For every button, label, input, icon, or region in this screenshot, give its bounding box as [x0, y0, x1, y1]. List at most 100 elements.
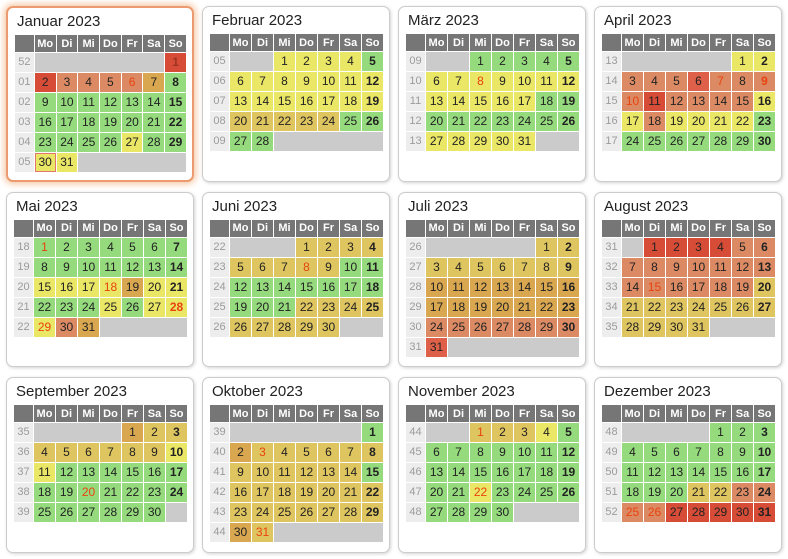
day-cell[interactable]: 3 — [514, 423, 535, 443]
day-cell[interactable]: 1 — [296, 237, 317, 257]
day-cell[interactable]: 19 — [362, 92, 383, 111]
day-cell[interactable]: 30 — [144, 503, 165, 523]
day-cell[interactable]: 7 — [514, 257, 535, 277]
day-cell[interactable]: 13 — [318, 463, 339, 483]
day-cell[interactable]: 15 — [362, 463, 383, 483]
day-cell[interactable]: 26 — [56, 503, 77, 523]
day-cell-holiday[interactable]: 26 — [644, 503, 665, 523]
day-cell[interactable]: 10 — [340, 257, 361, 277]
day-cell[interactable]: 28 — [688, 503, 709, 523]
day-cell[interactable]: 1 — [644, 237, 665, 257]
day-cell[interactable]: 24 — [166, 483, 187, 503]
day-cell[interactable]: 19 — [644, 483, 665, 503]
day-cell[interactable]: 2 — [754, 52, 775, 71]
day-cell-holiday[interactable]: 29 — [34, 317, 55, 337]
day-cell[interactable]: 1 — [710, 423, 731, 443]
day-cell[interactable]: 21 — [688, 483, 709, 503]
day-cell[interactable]: 26 — [470, 317, 491, 337]
day-cell[interactable]: 2 — [492, 52, 513, 71]
day-cell[interactable]: 6 — [492, 257, 513, 277]
day-cell[interactable]: 26 — [362, 112, 383, 131]
day-cell[interactable]: 25 — [710, 297, 731, 317]
day-cell[interactable]: 20 — [426, 112, 447, 131]
day-cell-today[interactable]: 30 — [34, 153, 56, 172]
day-cell[interactable]: 5 — [644, 443, 665, 463]
day-cell[interactable]: 18 — [448, 297, 469, 317]
day-cell[interactable]: 22 — [710, 483, 731, 503]
day-cell[interactable]: 12 — [558, 443, 579, 463]
day-cell[interactable]: 24 — [252, 503, 273, 523]
day-cell[interactable]: 5 — [558, 423, 579, 443]
day-cell[interactable]: 16 — [492, 92, 513, 111]
day-cell-holiday[interactable]: 31 — [252, 523, 273, 543]
day-cell[interactable]: 10 — [252, 463, 273, 483]
day-cell[interactable]: 17 — [514, 463, 535, 483]
day-cell[interactable]: 30 — [492, 132, 513, 151]
day-cell[interactable]: 11 — [710, 257, 731, 277]
day-cell[interactable]: 20 — [230, 112, 251, 131]
day-cell[interactable]: 3 — [622, 72, 643, 91]
day-cell[interactable]: 28 — [514, 317, 535, 337]
day-cell[interactable]: 25 — [536, 483, 557, 503]
day-cell[interactable]: 29 — [536, 317, 557, 337]
day-cell[interactable]: 22 — [536, 297, 557, 317]
day-cell[interactable]: 7 — [100, 443, 121, 463]
day-cell[interactable]: 27 — [78, 503, 99, 523]
day-cell[interactable]: 30 — [230, 523, 251, 543]
day-cell[interactable]: 11 — [448, 277, 469, 297]
day-cell[interactable]: 8 — [362, 443, 383, 463]
day-cell[interactable]: 8 — [165, 73, 186, 92]
day-cell[interactable]: 9 — [666, 257, 687, 277]
day-cell[interactable]: 1 — [536, 237, 557, 257]
day-cell[interactable]: 19 — [296, 483, 317, 503]
day-cell[interactable]: 13 — [754, 257, 775, 277]
day-cell[interactable]: 25 — [34, 503, 55, 523]
day-cell[interactable]: 29 — [122, 503, 143, 523]
day-cell[interactable]: 21 — [340, 483, 361, 503]
day-cell[interactable]: 12 — [122, 257, 143, 277]
day-cell[interactable]: 24 — [340, 297, 361, 317]
day-cell[interactable]: 27 — [688, 132, 709, 151]
day-cell[interactable]: 6 — [688, 72, 709, 91]
day-cell-holiday[interactable]: 9 — [754, 72, 775, 91]
day-cell[interactable]: 10 — [754, 443, 775, 463]
day-cell[interactable]: 12 — [732, 257, 753, 277]
day-cell[interactable]: 3 — [56, 73, 78, 92]
day-cell[interactable]: 22 — [165, 113, 186, 132]
day-cell-holiday[interactable]: 8 — [470, 72, 491, 91]
day-cell[interactable]: 12 — [362, 72, 383, 91]
day-cell[interactable]: 10 — [318, 72, 339, 91]
day-cell[interactable]: 10 — [688, 257, 709, 277]
day-cell[interactable]: 26 — [558, 483, 579, 503]
day-cell[interactable]: 18 — [710, 277, 731, 297]
day-cell[interactable]: 6 — [144, 237, 165, 257]
day-cell[interactable]: 13 — [121, 93, 143, 112]
day-cell-holiday[interactable]: 7 — [710, 72, 731, 91]
day-cell[interactable]: 2 — [666, 237, 687, 257]
day-cell[interactable]: 22 — [296, 297, 317, 317]
day-cell[interactable]: 7 — [143, 73, 165, 92]
day-cell[interactable]: 4 — [644, 72, 665, 91]
day-cell[interactable]: 21 — [514, 297, 535, 317]
day-cell[interactable]: 12 — [470, 277, 491, 297]
day-cell[interactable]: 30 — [754, 132, 775, 151]
day-cell[interactable]: 25 — [448, 317, 469, 337]
day-cell[interactable]: 5 — [296, 443, 317, 463]
day-cell[interactable]: 16 — [492, 463, 513, 483]
day-cell[interactable]: 26 — [296, 503, 317, 523]
day-cell[interactable]: 16 — [296, 92, 317, 111]
day-cell[interactable]: 23 — [34, 133, 56, 152]
day-cell[interactable]: 6 — [426, 443, 447, 463]
day-cell[interactable]: 9 — [34, 93, 56, 112]
day-cell[interactable]: 19 — [666, 112, 687, 131]
day-cell[interactable]: 11 — [536, 443, 557, 463]
day-cell[interactable]: 15 — [470, 92, 491, 111]
day-cell[interactable]: 5 — [666, 72, 687, 91]
day-cell[interactable]: 25 — [340, 112, 361, 131]
day-cell[interactable]: 16 — [318, 277, 339, 297]
day-cell[interactable]: 15 — [165, 93, 186, 112]
day-cell[interactable]: 24 — [688, 297, 709, 317]
day-cell[interactable]: 6 — [252, 257, 273, 277]
day-cell[interactable]: 20 — [754, 277, 775, 297]
day-cell[interactable]: 16 — [144, 463, 165, 483]
